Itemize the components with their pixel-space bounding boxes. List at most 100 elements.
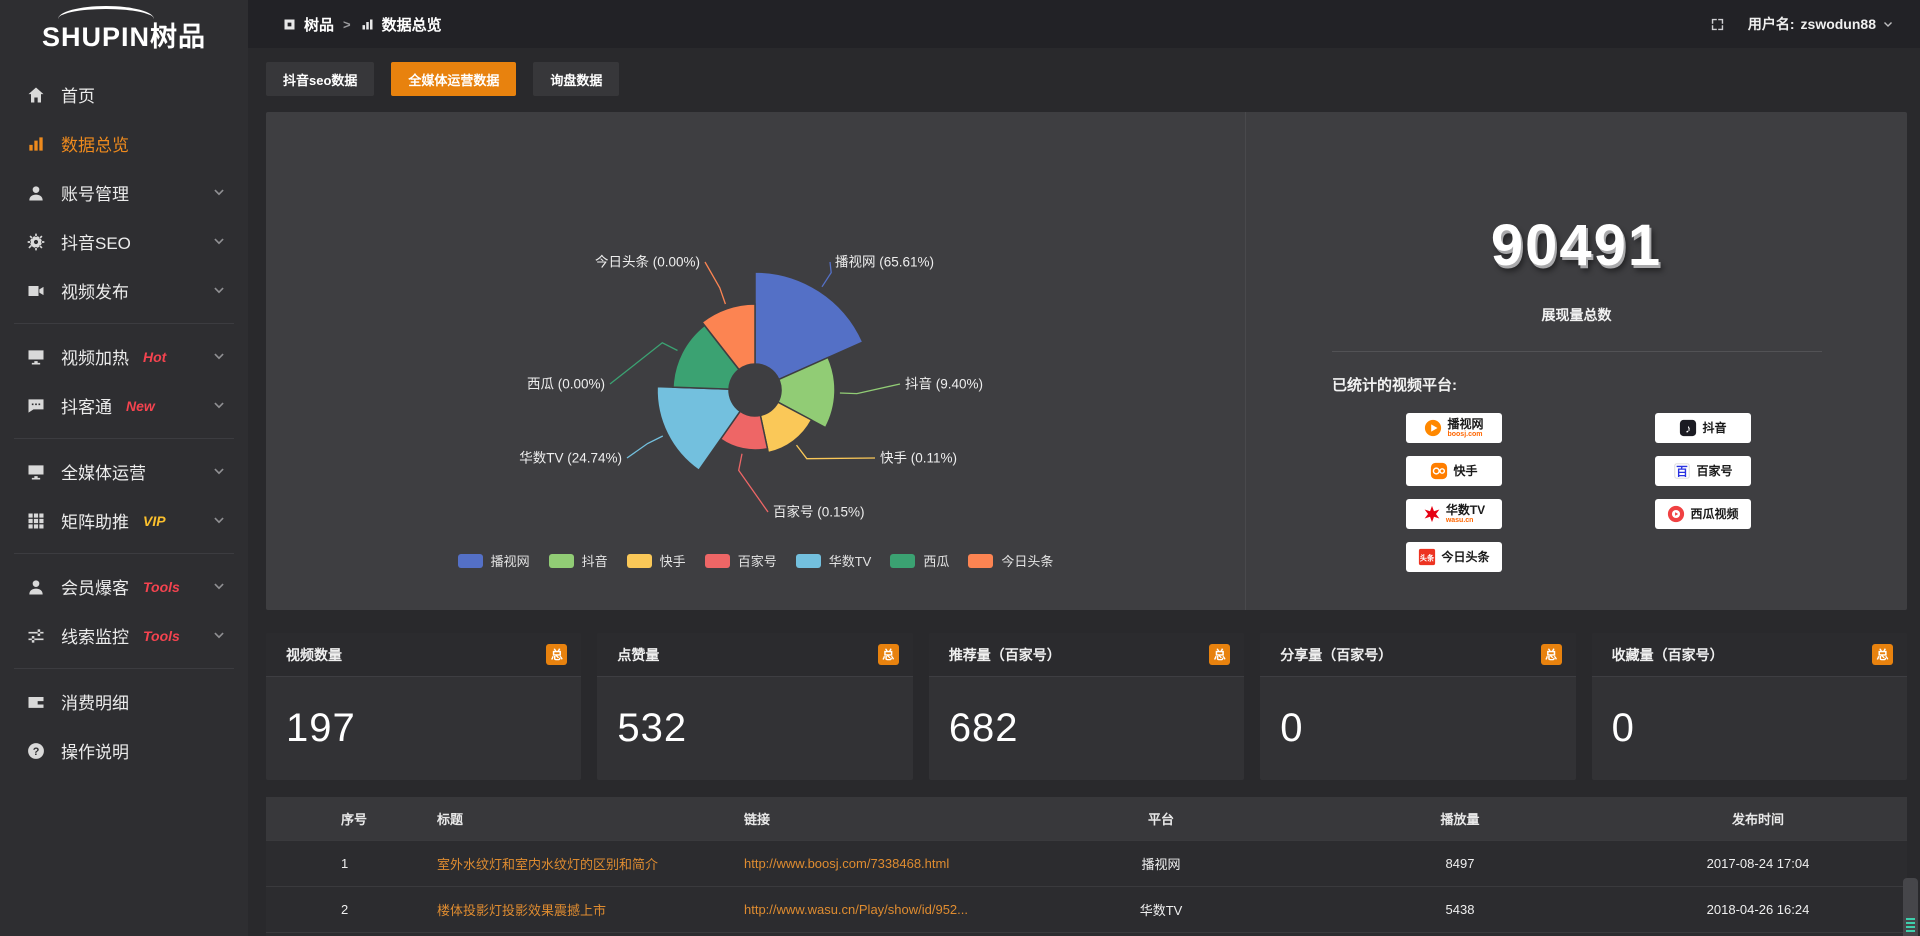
breadcrumb-label: 数据总览	[381, 16, 442, 34]
platform-badge-boosj[interactable]: 播视网 boosj.com	[1406, 413, 1502, 443]
stat-card-header: 视频数量 总	[266, 633, 582, 677]
pie-slice-抖音[interactable]	[776, 356, 836, 429]
gear-icon	[26, 232, 46, 252]
content: 抖音seo数据 全媒体运营数据 询盘数据 播视网 (65.61%) 抖音 (9.40%…	[248, 48, 1920, 936]
breadcrumb-item-data-overview[interactable]: 数据总览	[360, 14, 442, 35]
sidebar-divider	[14, 323, 234, 324]
total-badge[interactable]: 总	[546, 644, 568, 665]
pie-slice-播视网[interactable]	[754, 271, 864, 381]
sidebar-item-consumption-details[interactable]: 消费明细	[0, 677, 248, 726]
pie-slice-西瓜[interactable]	[672, 324, 741, 390]
chat-float-widget[interactable]	[1903, 878, 1918, 936]
platform-name: 快手	[1453, 463, 1478, 478]
sidebar-item-data-overview[interactable]: 数据总览	[0, 119, 248, 168]
sidebar-item-home[interactable]: 首页	[0, 70, 248, 119]
chevron-down-icon	[212, 284, 226, 298]
stat-card-value: 682	[948, 706, 1019, 750]
sidebar-divider	[14, 438, 234, 439]
sidebar-item-badge: Tools	[143, 627, 180, 644]
pie-slice-华数TV[interactable]	[656, 385, 742, 472]
platform-name: 西瓜视频	[1690, 506, 1739, 521]
row-select-cell	[266, 931, 321, 936]
kuaishou-logo-icon	[1430, 462, 1448, 480]
legend-swatch	[548, 553, 574, 568]
platform-badge-kuaishou[interactable]: 快手	[1406, 456, 1502, 486]
total-badge[interactable]: 总	[1872, 644, 1894, 665]
legend-item-播视网[interactable]: 播视网	[457, 551, 530, 570]
sidebar-item-operation-guide[interactable]: ? 操作说明	[0, 726, 248, 775]
legend-swatch	[457, 553, 483, 568]
pie-chart[interactable]: 播视网 (65.61%) 抖音 (9.40%) 快手 (0.11%) 百家号 (0.1…	[266, 112, 1245, 537]
video-table: 序号 标题 链接 平台 播放量 发布时间 1 室外水纹灯和室内水纹灯的区别和简介 http:/…	[266, 797, 1907, 936]
legend-item-华数TV[interactable]: 华数TV	[795, 551, 871, 570]
sidebar-item-label: 视频发布	[61, 283, 129, 302]
platform-badge-douyin[interactable]: ♪ 抖音	[1655, 413, 1751, 443]
pie-slice-今日头条[interactable]	[701, 303, 756, 371]
stat-card-label: 点赞量	[617, 646, 660, 663]
stat-card-label: 推荐量（百家号）	[948, 646, 1061, 663]
platform-name: 今日头条	[1441, 549, 1490, 564]
row-link[interactable]: http://www.wasu.cn/Play/show/id/952...	[724, 885, 1011, 932]
sidebar-item-omni-media-operation[interactable]: 全媒体运营	[0, 447, 248, 496]
legend-item-西瓜[interactable]: 西瓜	[890, 551, 949, 570]
legend-swatch	[795, 553, 821, 568]
tab-inquiry-data[interactable]: 询盘数据	[533, 62, 620, 96]
sidebar-item-label: 抖客通	[61, 398, 112, 417]
legend-label: 西瓜	[923, 554, 950, 569]
breadcrumb-item-shupin[interactable]: 树品	[282, 14, 334, 35]
stat-cards: 视频数量总 197 点赞量总 532 推荐量（百家号）总 682 分享量（百家号）总 0 收藏量…	[266, 633, 1908, 780]
platform-badge-toutiao[interactable]: 头条 今日头条	[1406, 542, 1502, 572]
xigua-logo-icon	[1667, 505, 1685, 523]
label-line	[738, 453, 769, 513]
legend-item-抖音[interactable]: 抖音	[548, 551, 608, 570]
platform-badge-wasu[interactable]: 华数TV wasu.cn	[1406, 499, 1502, 529]
impressions-total: 90491	[1490, 213, 1663, 278]
legend-item-百家号[interactable]: 百家号	[704, 551, 777, 570]
label-line	[839, 383, 901, 395]
toutiao-logo-icon: 头条	[1418, 548, 1436, 566]
platform-badge-baijiahao[interactable]: 百百家号	[1655, 456, 1751, 486]
sidebar-item-label: 线索监控	[61, 628, 129, 647]
svg-text:♪: ♪	[1686, 423, 1692, 436]
sidebar-item-matrix-boost[interactable]: 矩阵助推 VIP	[0, 496, 248, 545]
sidebar-item-douketong[interactable]: 抖客通 New	[0, 381, 248, 430]
chart-mini-icon	[360, 17, 375, 32]
total-badge[interactable]: 总	[1540, 644, 1562, 665]
row-title[interactable]: 楼体投影灯投影效果震撼上市	[417, 885, 724, 932]
platform-name: 百家号	[1696, 463, 1733, 478]
brand-logo[interactable]: SHUPIN树品	[0, 0, 248, 58]
platform-badge-xigua[interactable]: 西瓜视频	[1655, 499, 1751, 529]
legend-item-快手[interactable]: 快手	[626, 551, 686, 570]
legend-item-今日头条[interactable]: 今日头条	[968, 551, 1053, 570]
pie-slice-快手[interactable]	[759, 401, 813, 454]
row-no: 1	[321, 839, 417, 886]
sidebar-item-account-management[interactable]: 账号管理	[0, 168, 248, 217]
row-title[interactable]: 室外水纹灯和室内水纹灯的区别和简介	[417, 839, 724, 886]
user-menu[interactable]: 用户名: zswodun88	[1748, 14, 1894, 34]
sidebar-item-member-baoke[interactable]: 会员爆客 Tools	[0, 562, 248, 611]
tab-douyin-seo-data[interactable]: 抖音seo数据	[266, 62, 375, 96]
douyin-logo-icon: ♪	[1679, 419, 1697, 437]
topbar-right: 用户名: zswodun88	[1709, 14, 1894, 34]
total-badge[interactable]: 总	[877, 644, 899, 665]
table-row: 1 室外水纹灯和室内水纹灯的区别和简介 http://www.boosj.com/7…	[266, 839, 1907, 886]
tab-omni-media-operation-data[interactable]: 全媒体运营数据	[391, 62, 517, 96]
legend-swatch	[704, 553, 730, 568]
row-platform: 华数TV	[1011, 885, 1311, 932]
sidebar-item-label: 矩阵助推	[61, 513, 129, 532]
total-badge[interactable]: 总	[1209, 644, 1231, 665]
pie-label: 华数TV (24.74%)	[519, 451, 622, 466]
row-no: 2	[321, 885, 417, 932]
sidebar-item-video-publish[interactable]: 视频发布	[0, 266, 248, 315]
fullscreen-icon[interactable]	[1709, 16, 1726, 33]
sidebar-item-douyin-seo[interactable]: 抖音SEO	[0, 217, 248, 266]
boosj-logo-icon	[1424, 419, 1442, 437]
column-header: 序号	[321, 797, 417, 840]
sidebar-item-video-heating[interactable]: 视频加热 Hot	[0, 332, 248, 381]
pie-label: 西瓜 (0.00%)	[527, 377, 605, 392]
row-link[interactable]: http://www.boosj.com/7338468.html	[724, 839, 1011, 886]
topbar: 树品 > 数据总览 用户名: zswodun88	[248, 0, 1920, 48]
sidebar-item-badge: Hot	[143, 348, 167, 365]
pie-label: 抖音 (9.40%)	[905, 376, 983, 392]
sidebar-item-lead-monitoring[interactable]: 线索监控 Tools	[0, 611, 248, 660]
